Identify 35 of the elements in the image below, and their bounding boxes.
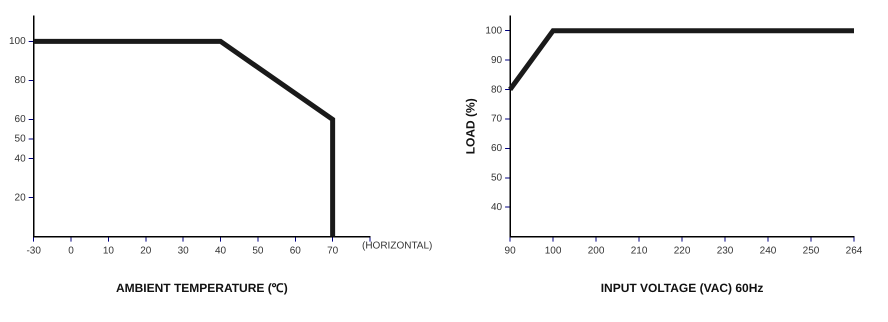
x-axis-title: INPUT VOLTAGE (VAC) 60Hz [600, 281, 764, 296]
y-tick-label: 50 [14, 134, 26, 145]
y-tick-label: 80 [14, 75, 26, 86]
x-tick-label: 240 [760, 245, 777, 256]
y-tick-label: 50 [490, 172, 503, 184]
x-tick-label: 90 [504, 245, 516, 256]
y-tick-label: 40 [490, 202, 503, 213]
x-tick-label: 250 [802, 245, 820, 256]
x-tick-label: 220 [674, 245, 691, 256]
text: (HORIZONTAL) [362, 240, 432, 252]
x-tick-label: -30 [26, 245, 42, 256]
y-tick-label: 80 [490, 84, 503, 96]
x-tick-label: 10 [102, 245, 114, 256]
x-tick-label: 210 [630, 245, 648, 256]
x-tick-label: 0 [68, 245, 74, 256]
x-tick-label: 70 [327, 245, 339, 256]
y-tick-label: 60 [490, 143, 503, 154]
x-tick-label: 50 [252, 245, 264, 256]
y-tick-label: 70 [490, 114, 503, 125]
x-tick-label: 30 [178, 245, 190, 256]
y-tick-label: 100 [8, 36, 26, 48]
x-tick-label: 230 [716, 245, 734, 256]
x-tick-label: 40 [214, 245, 227, 256]
y-axis-title: LOAD (%) [464, 98, 478, 154]
y-tick-label: 90 [490, 54, 503, 66]
x-tick-label: 264 [846, 245, 863, 256]
x-tick-label: 200 [588, 245, 605, 256]
y-tick-label: 60 [14, 114, 26, 126]
y-tick-label: 40 [14, 153, 26, 164]
x-tick-label: 100 [544, 245, 562, 256]
y-tick-label: 20 [14, 192, 26, 204]
x-tick-label: 20 [140, 245, 152, 256]
x-axis-title: AMBIENT TEMPERATURE (℃) [116, 281, 288, 296]
y-tick-label: 100 [485, 25, 503, 36]
x-tick-label: 60 [290, 245, 302, 256]
